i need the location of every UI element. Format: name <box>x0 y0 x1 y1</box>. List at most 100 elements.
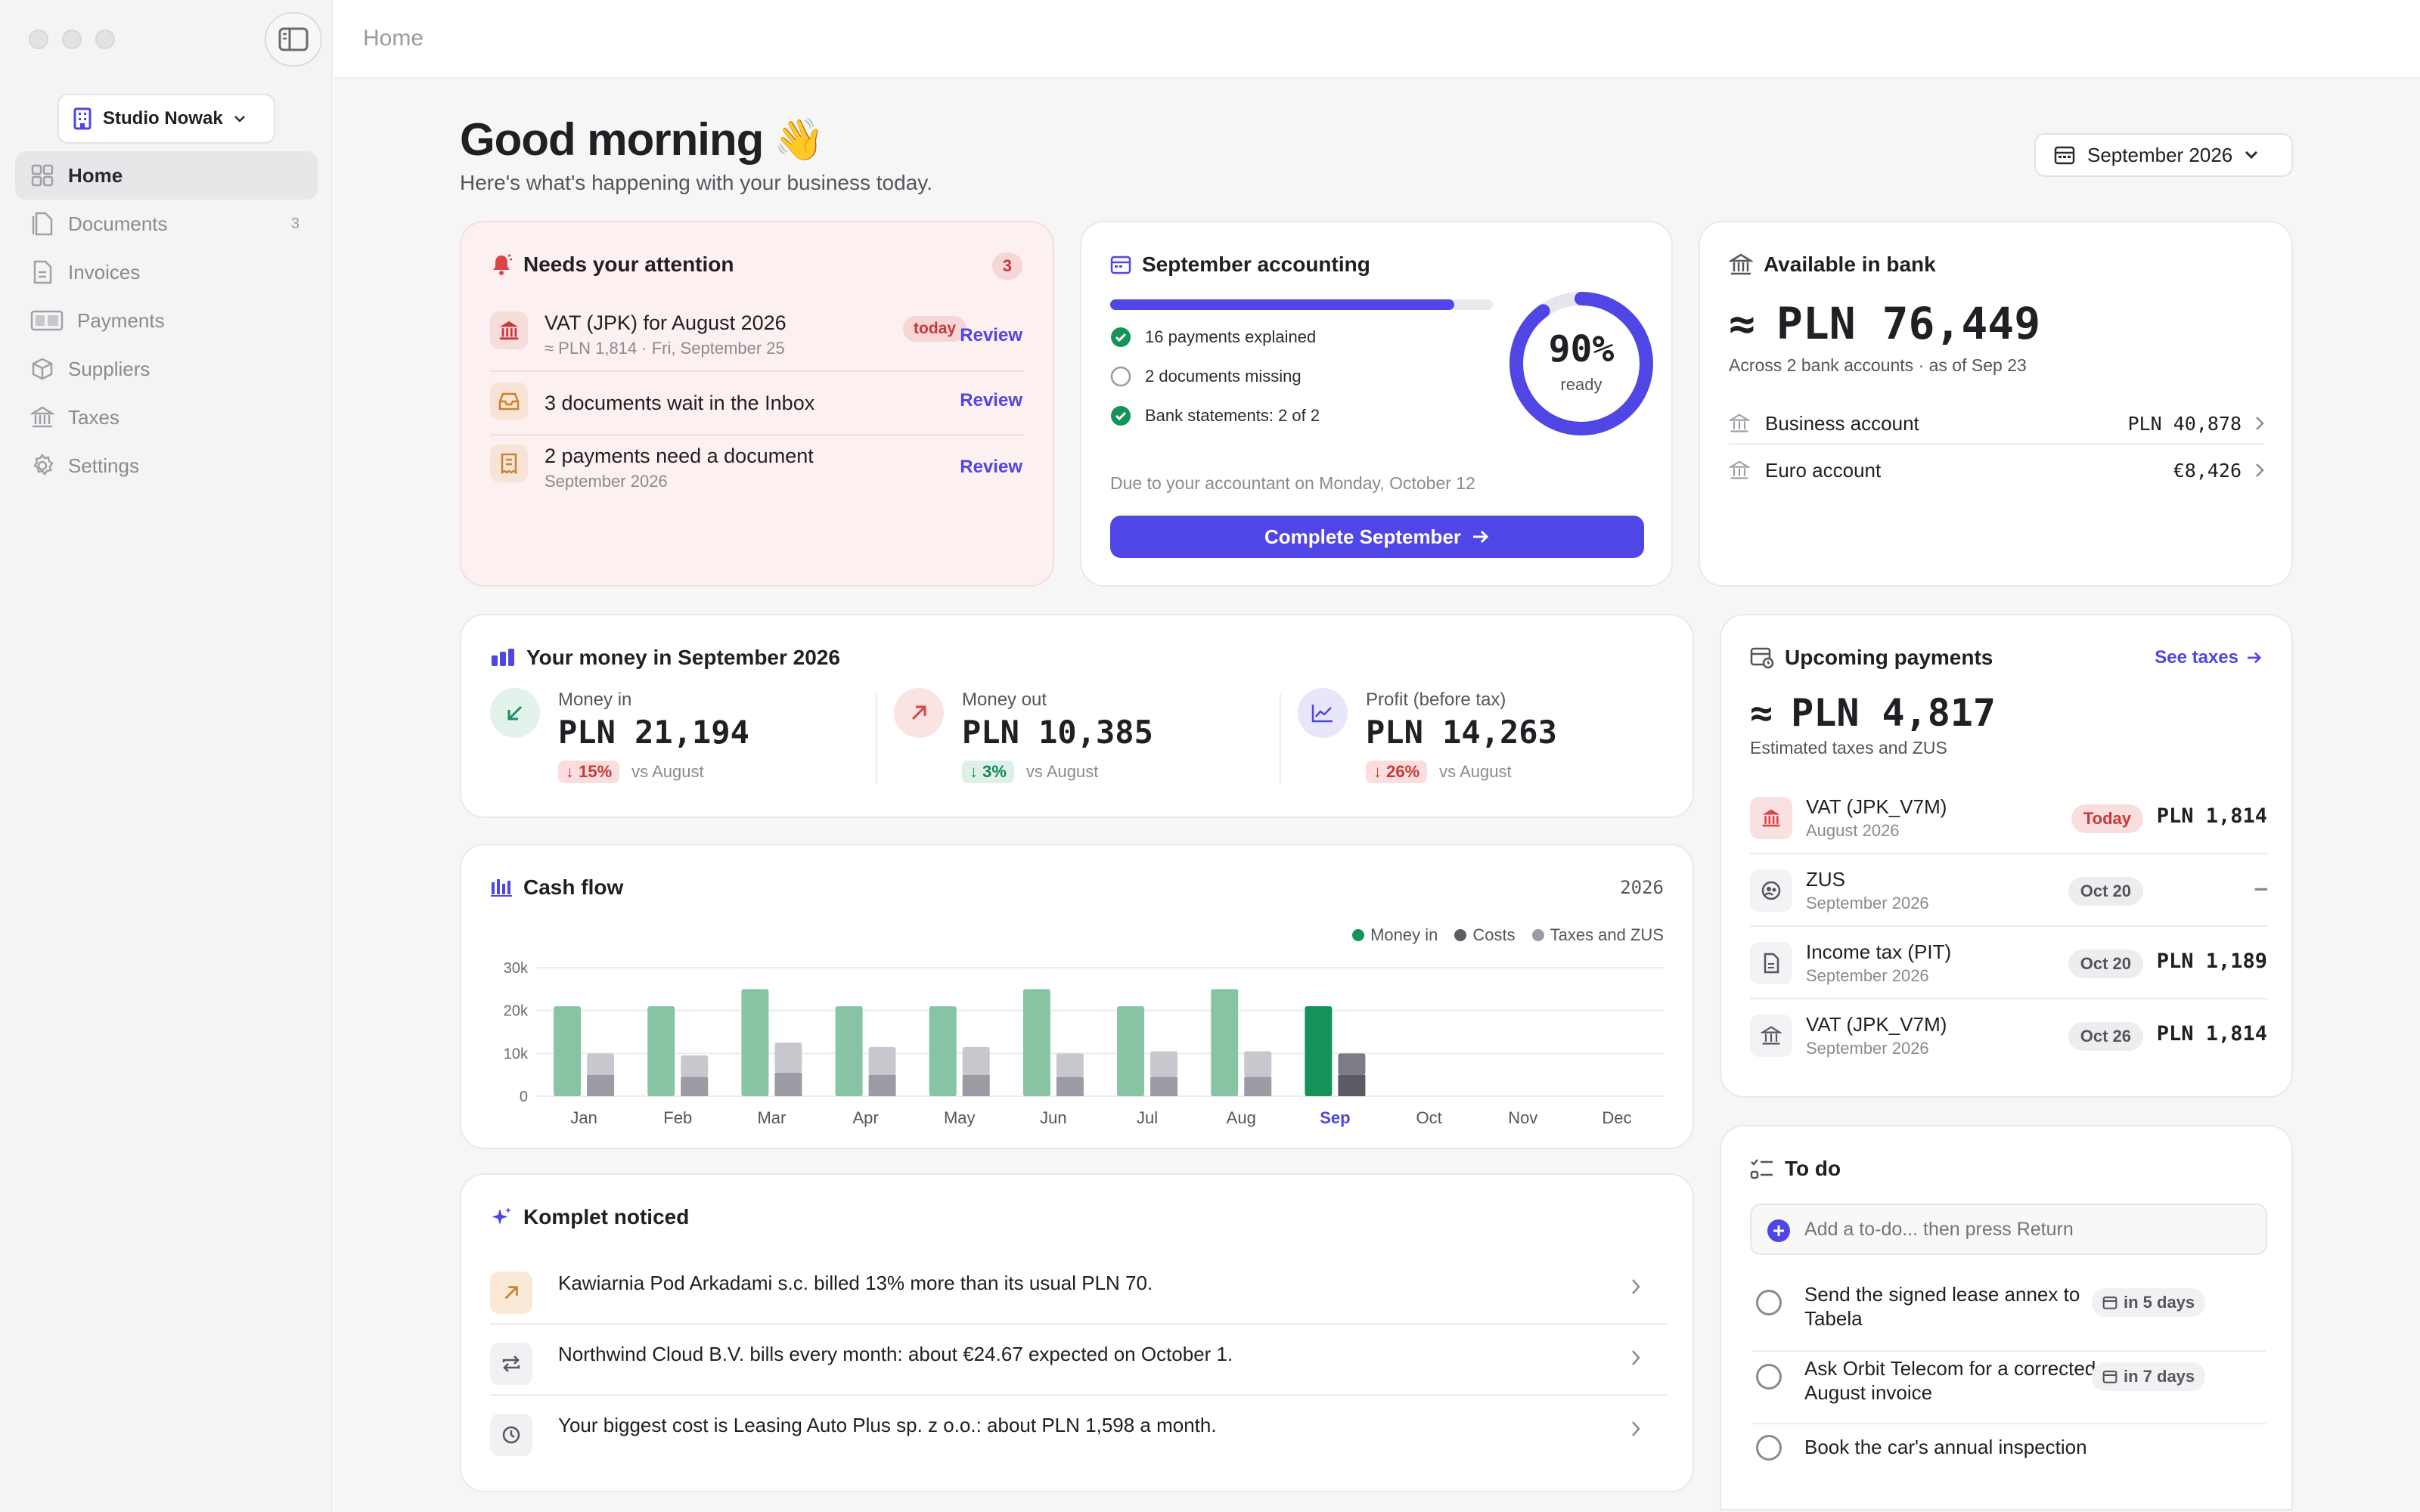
zoom-window-button[interactable] <box>95 29 115 49</box>
todo-checkbox[interactable] <box>1756 1364 1782 1390</box>
money-in-bar <box>1117 1006 1145 1096</box>
page-title: Good morning 👋 <box>460 113 825 166</box>
due-badge: Oct 20 <box>2068 950 2143 978</box>
add-todo-input[interactable] <box>1804 1214 2251 1244</box>
x-tick-label: May <box>944 1108 976 1127</box>
arrow-right-icon <box>1473 530 1489 544</box>
noticed-item[interactable]: Your biggest cost is Leasing Auto Plus s… <box>490 1399 1641 1470</box>
readiness-ring-arc <box>1509 292 1653 435</box>
todo-text: Ask Orbit Telecom for a corrected August… <box>1804 1357 2096 1404</box>
sidebar-item-suppliers[interactable]: Suppliers <box>15 345 318 393</box>
minimize-window-button[interactable] <box>62 29 82 49</box>
arrow-right-icon <box>2248 652 2262 664</box>
noticed-text: Northwind Cloud B.V. bills every month: … <box>558 1343 1233 1365</box>
bank-icon <box>1750 1015 1792 1057</box>
calendar-icon <box>2054 146 2075 165</box>
approx-sign: ≈ <box>1750 691 1773 735</box>
sidebar-item-label: Invoices <box>68 260 141 284</box>
page-subtitle: Here's what's happening with your busine… <box>460 171 932 194</box>
sidebar-item-label: Payments <box>77 308 165 332</box>
payment-amount: PLN 1,189 <box>2156 950 2267 973</box>
x-tick-label: Apr <box>852 1108 878 1127</box>
review-inbox-button[interactable]: Review <box>960 390 1022 411</box>
upcoming-total-amount: PLN 4,817 <box>1791 691 1996 735</box>
bank-total: ≈ PLN 76,449 <box>1729 298 2040 349</box>
payment-period: September 2026 <box>1806 966 1929 985</box>
todo-checkbox[interactable] <box>1756 1435 1782 1461</box>
noticed-item[interactable]: Northwind Cloud B.V. bills every month: … <box>490 1328 1641 1399</box>
attention-item[interactable]: VAT (JPK) for August 2026 ≈ PLN 1,814 · … <box>490 311 1019 373</box>
payment-amount: – <box>2254 877 2267 900</box>
x-tick-label: Nov <box>1508 1108 1537 1127</box>
upcoming-row[interactable]: VAT (JPK_V7M) August 2026 Today PLN 1,81… <box>1750 782 2267 853</box>
sidebar-item-documents[interactable]: Documents 3 <box>15 200 318 248</box>
sidebar-item-home[interactable]: Home <box>15 151 318 200</box>
taxes-bar <box>1056 1053 1084 1077</box>
sidebar-toggle-button[interactable] <box>265 12 322 67</box>
sidebar-item-payments[interactable]: Payments <box>15 296 318 345</box>
bank-account-row[interactable]: Euro account €8,426 <box>1729 454 2264 487</box>
due-badge: Oct 20 <box>2068 877 2143 906</box>
building-icon <box>73 107 92 130</box>
money-card: Your money in September 2026 Money in PL… <box>460 614 1694 818</box>
accounting-progress-fill <box>1110 299 1455 310</box>
x-tick-label: Sep <box>1320 1108 1350 1127</box>
workspace-switcher[interactable]: Studio Nowak <box>57 94 275 144</box>
add-todo-field[interactable] <box>1750 1204 2267 1255</box>
costs-bar <box>868 1074 896 1096</box>
upcoming-row[interactable]: VAT (JPK_V7M) September 2026 Oct 26 PLN … <box>1750 999 2267 1070</box>
sparkle-icon <box>492 1207 511 1225</box>
calendar-icon <box>1110 256 1131 274</box>
divider <box>1280 694 1281 785</box>
bank-card: Available in bank ≈ PLN 76,449 Across 2 … <box>1699 221 2293 587</box>
divider <box>1751 1350 2266 1352</box>
breadcrumb: Home <box>363 26 424 51</box>
accounting-due-text: Due to your accountant on Monday, Octobe… <box>1110 473 1475 493</box>
review-payments-button[interactable]: Review <box>960 457 1022 477</box>
noticed-item[interactable]: Kawiarnia Pod Arkadami s.c. billed 13% m… <box>490 1256 1641 1328</box>
sidebar-item-taxes[interactable]: Taxes <box>15 393 318 442</box>
divider <box>490 1394 1667 1396</box>
todo-title: To do <box>1750 1157 1841 1181</box>
readiness-percent: 90% <box>1548 328 1615 370</box>
check-item: 2 documents missing <box>1110 366 1302 387</box>
bank-total-amount: PLN 76,449 <box>1776 298 2041 349</box>
month-picker[interactable]: September 2026 <box>2034 133 2293 177</box>
bank-account-row[interactable]: Business account PLN 40,878 <box>1729 407 2264 440</box>
todo-text: Send the signed lease annex to Tabela <box>1804 1283 2080 1330</box>
sidebar-item-settings[interactable]: Settings <box>15 442 318 490</box>
bank-subtitle: Across 2 bank accounts · as of Sep 23 <box>1729 355 2027 375</box>
sidebar-item-label: Taxes <box>68 405 119 429</box>
payment-title: ZUS <box>1806 868 1845 891</box>
attention-item[interactable]: 3 documents wait in the Inbox <box>490 383 1019 429</box>
upcoming-row[interactable]: Income tax (PIT) September 2026 Oct 20 P… <box>1750 927 2267 998</box>
bank-icon <box>1750 797 1792 839</box>
taxes-bar <box>587 1053 615 1075</box>
close-window-button[interactable] <box>29 29 48 49</box>
chevron-right-icon <box>1632 1350 1640 1365</box>
todo-checkbox[interactable] <box>1756 1290 1782 1315</box>
cashflow-chart: 0 10k 20k 30k Jan Feb Mar Apr May Jun Jul Aug Sep Oct… <box>504 960 1664 1127</box>
bank-icon <box>1729 460 1750 479</box>
complete-september-button[interactable]: Complete September <box>1110 516 1644 558</box>
noticed-title: Komplet noticed <box>490 1205 689 1229</box>
sidebar-item-invoices[interactable]: Invoices <box>15 248 318 296</box>
money-in-bar <box>647 1006 675 1096</box>
noticed-card: Komplet noticed Kawiarnia Pod Arkadami s… <box>460 1173 1694 1492</box>
accounting-progress-bar <box>1110 299 1493 310</box>
money-in-bar <box>741 989 769 1096</box>
payment-title: VAT (JPK_V7M) <box>1806 1013 1947 1036</box>
payment-title: Income tax (PIT) <box>1806 940 1952 963</box>
accounting-title: September accounting <box>1110 253 1370 277</box>
account-amount: PLN 40,878 <box>2127 412 2242 435</box>
see-taxes-link[interactable]: See taxes <box>2155 647 2263 668</box>
upcoming-total: ≈ PLN 4,817 <box>1750 691 1996 735</box>
review-vat-button[interactable]: Review <box>960 325 1022 345</box>
money-title: Your money in September 2026 <box>490 646 840 670</box>
attention-item[interactable]: 2 payments need a document September 202… <box>490 445 1019 505</box>
upcoming-row[interactable]: ZUS September 2026 Oct 20 – <box>1750 854 2267 925</box>
approx-sign: ≈ <box>1729 298 1755 349</box>
attention-item-title: VAT (JPK) for August 2026 <box>544 311 786 334</box>
costs-bar <box>681 1077 709 1096</box>
chart-legend: Money in Costs Taxes and ZUS <box>1352 925 1664 945</box>
